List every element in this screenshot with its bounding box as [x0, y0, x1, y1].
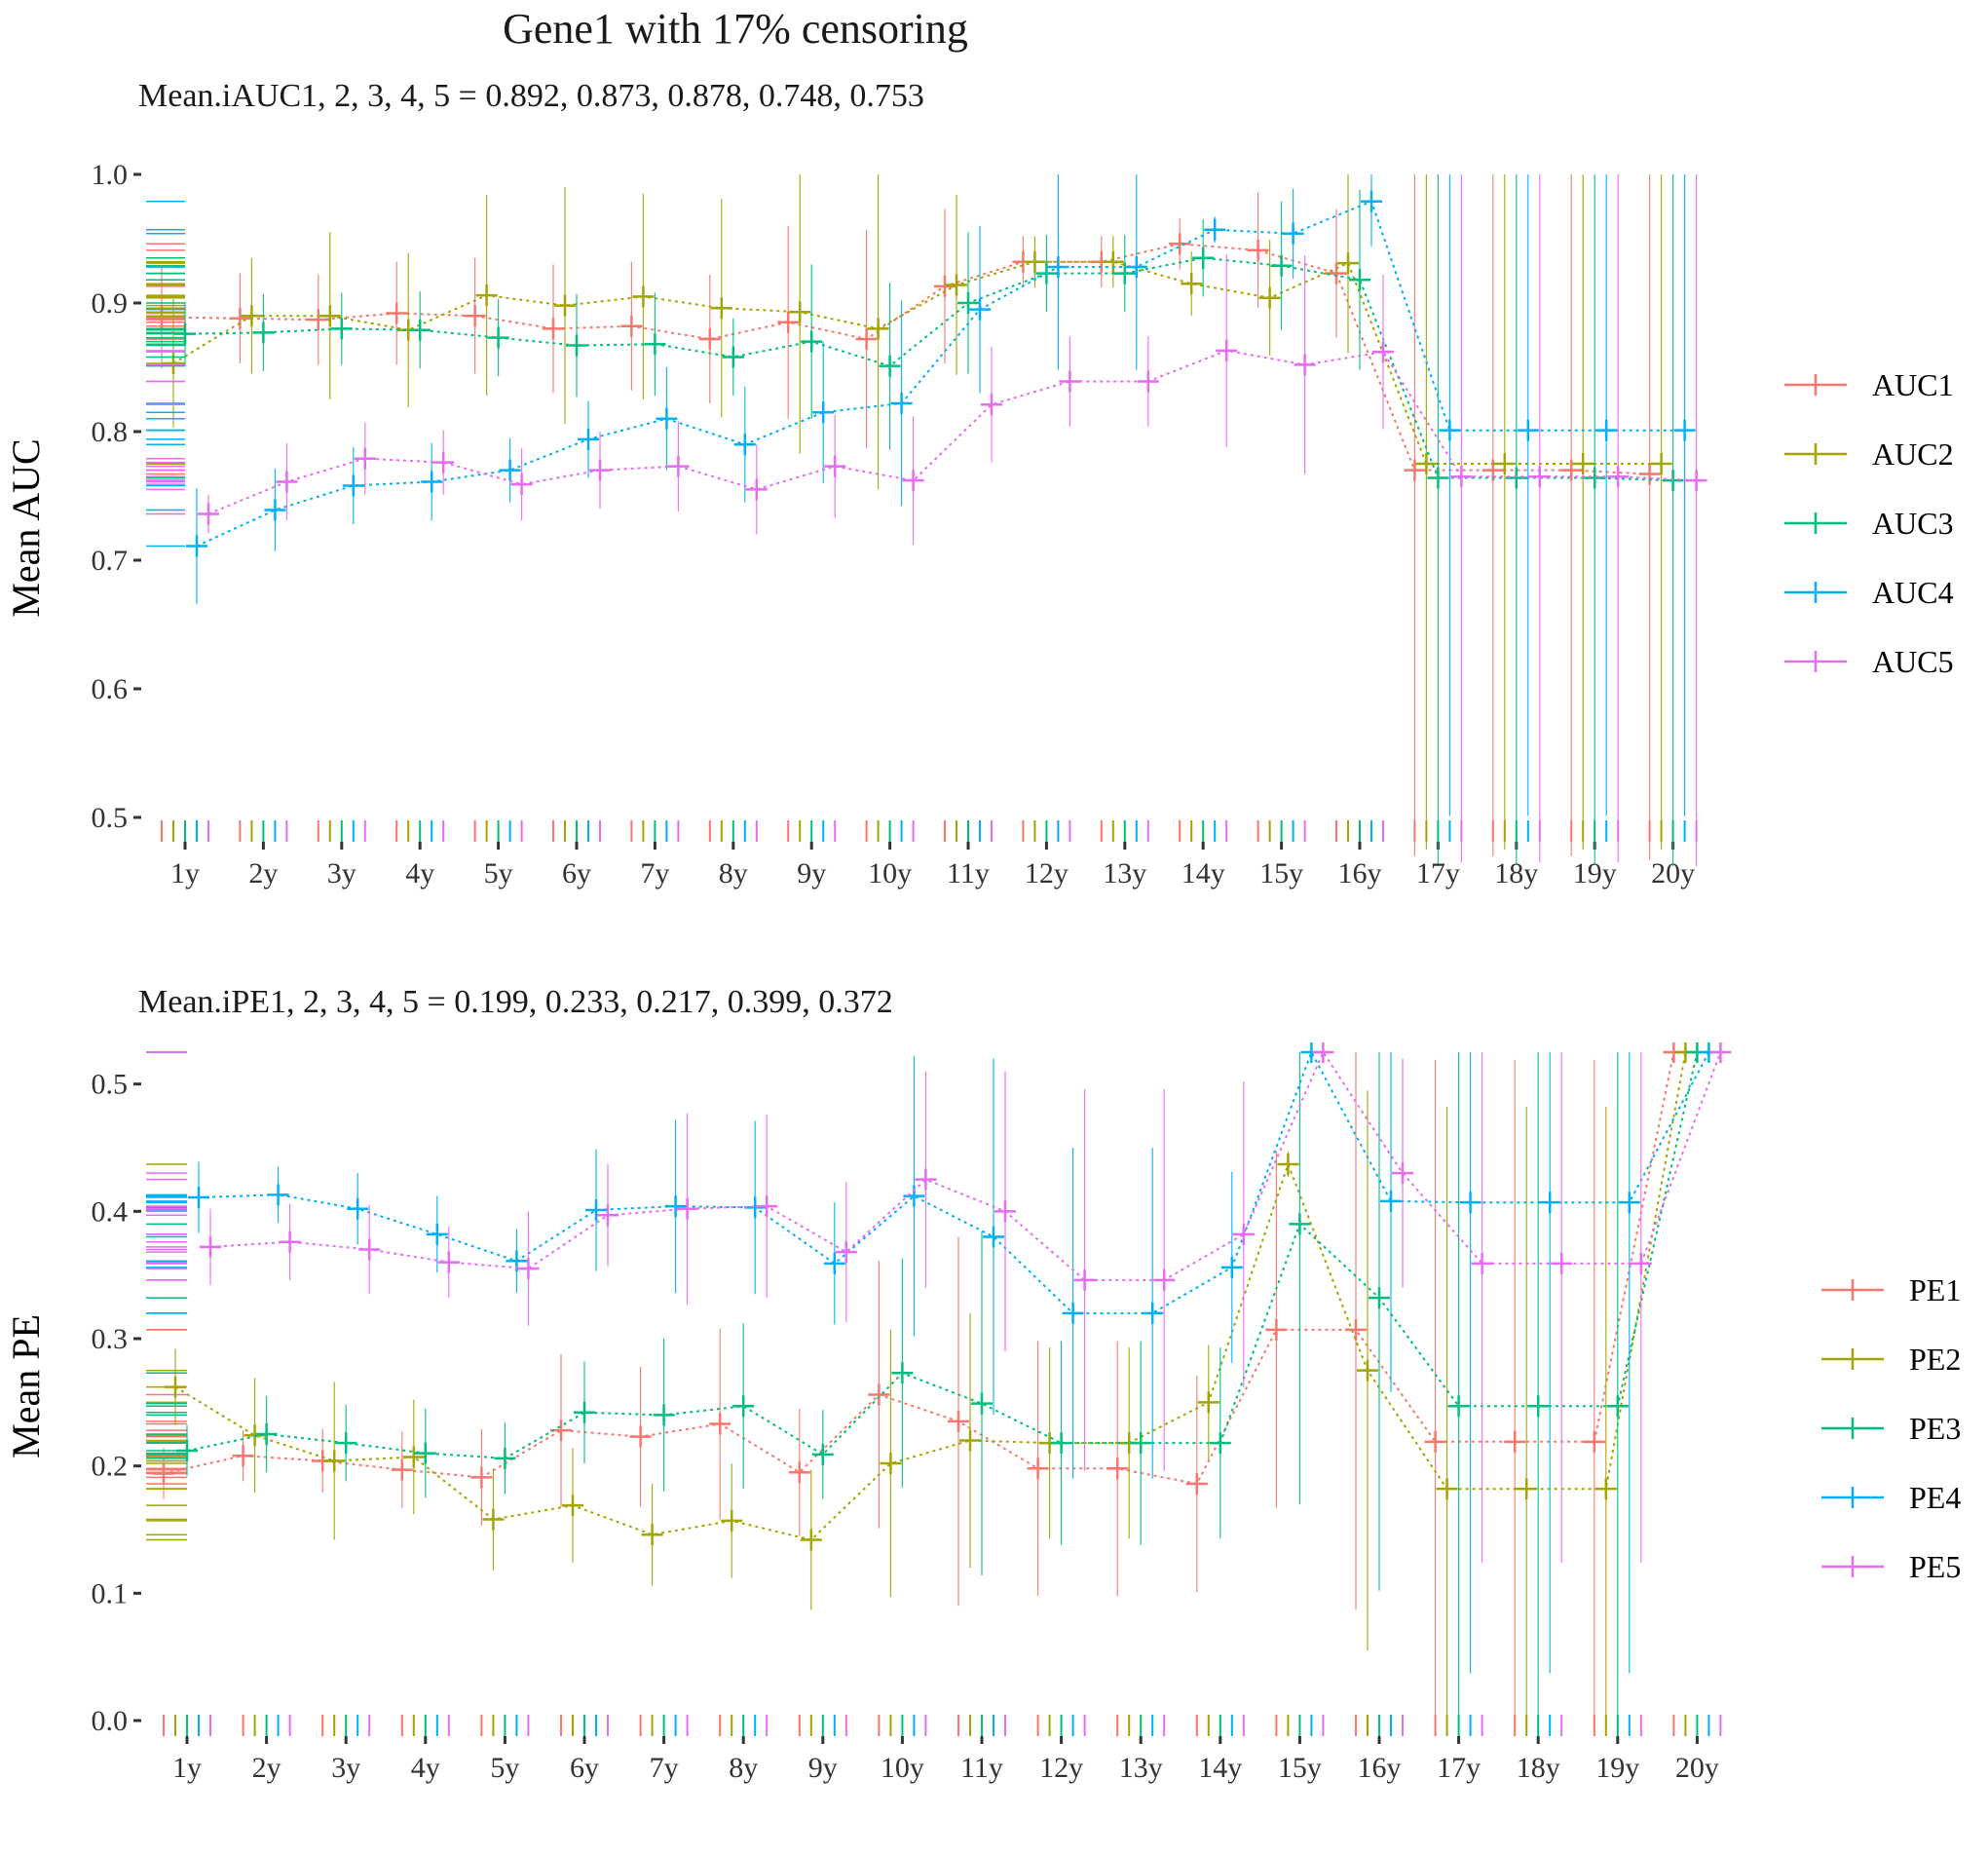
auc-xtick-label: 3y [327, 857, 356, 890]
auc-xtick-label: 11y [947, 857, 990, 890]
auc-auc3-line [184, 256, 1673, 482]
pe-ytick-label: 0.1 [92, 1577, 129, 1609]
pe-series-pe1 [146, 1042, 1685, 1736]
auc-xtick-label: 16y [1338, 857, 1382, 890]
auc-legend-label: AUC3 [1872, 506, 1954, 541]
pe-xtick-label: 19y [1595, 1752, 1639, 1784]
auc-xtick-label: 4y [405, 857, 434, 890]
pe-xtick-label: 9y [808, 1752, 838, 1784]
auc-xtick-label: 8y [719, 857, 748, 890]
pe-ytick-label: 0.4 [92, 1195, 129, 1228]
pe-pe3-line [186, 1051, 1699, 1459]
pe-series-pe3 [146, 1042, 1708, 1736]
pe-xtick-label: 13y [1119, 1752, 1163, 1784]
pe-legend-label: PE4 [1909, 1480, 1961, 1515]
auc-xtick-label: 9y [797, 857, 826, 890]
auc-ytick-label: 0.7 [92, 545, 129, 577]
auc-xtick-label: 12y [1025, 857, 1069, 890]
auc-xtick-label: 1y [170, 857, 200, 890]
pe-xtick-label: 1y [172, 1752, 202, 1784]
auc-xtick-label: 14y [1182, 857, 1225, 890]
auc-ytick-label: 1.0 [92, 159, 129, 191]
auc-auc4-line [196, 200, 1685, 548]
pe-xtick-label: 15y [1278, 1752, 1322, 1784]
auc-auc2-line [172, 260, 1662, 465]
chart-title: Gene1 with 17% censoring [503, 5, 968, 53]
pe-xtick-label: 4y [411, 1752, 440, 1784]
pe-panel: 0.0 0.1 0.2 0.3 0.4 0.5 Mean PE 1y 2y 3y 4y 5y 6y 7y 8… [4, 1042, 1961, 1784]
auc-legend-label: AUC1 [1872, 367, 1954, 402]
auc-auc1-line [161, 243, 1650, 475]
auc-xtick-label: 10y [868, 857, 912, 890]
pe-pe2-line [174, 1051, 1687, 1541]
pe-ytick-label: 0.3 [92, 1323, 129, 1355]
pe-xtick-label: 6y [570, 1752, 599, 1784]
pe-xtick-label: 10y [881, 1752, 924, 1784]
auc-subtitle: Mean.iAUC1, 2, 3, 4, 5 = 0.892, 0.873, 0… [138, 78, 924, 114]
auc-ytick-label: 0.9 [92, 287, 129, 320]
pe-ytick-label: 0.5 [92, 1069, 129, 1101]
auc-series-auc1 [146, 174, 1661, 860]
auc-xtick-label: 7y [640, 857, 669, 890]
pe-xtick-label: 11y [960, 1752, 1003, 1784]
pe-xtick-label: 14y [1198, 1752, 1242, 1784]
auc-series-auc5 [146, 174, 1707, 867]
pe-xtick-label: 17y [1437, 1752, 1481, 1784]
pe-subtitle: Mean.iPE1, 2, 3, 4, 5 = 0.199, 0.233, 0.… [138, 984, 893, 1020]
pe-pe1-line [163, 1051, 1675, 1486]
auc-xtick-label: 2y [248, 857, 278, 890]
auc-legend-label: AUC5 [1872, 644, 1954, 679]
auc-ylabel: Mean AUC [4, 438, 48, 617]
pe-xtick-label: 5y [490, 1752, 519, 1784]
pe-series-pe5 [146, 1042, 1732, 1736]
pe-xtick-label: 7y [650, 1752, 679, 1784]
auc-ytick-label: 0.5 [92, 802, 129, 834]
auc-xtick-label: 5y [484, 857, 513, 890]
pe-ylabel: Mean PE [4, 1314, 48, 1458]
pe-legend-label: PE1 [1909, 1272, 1961, 1307]
auc-panel: 0.5 0.6 0.7 0.8 0.9 1.0 Mean AUC 1y 2y 3y 4y 5y 6y 7y… [4, 159, 1954, 890]
pe-series-pe4 [146, 1042, 1720, 1736]
auc-series-auc4 [146, 174, 1696, 842]
pe-xtick-label: 18y [1517, 1752, 1560, 1784]
auc-ytick-label: 0.8 [92, 416, 129, 448]
pe-legend-label: PE3 [1909, 1411, 1961, 1446]
auc-xtick-label: 15y [1259, 857, 1303, 890]
pe-legend-label: PE2 [1909, 1342, 1961, 1377]
auc-legend-label: AUC4 [1872, 575, 1954, 610]
pe-xtick-label: 2y [252, 1752, 281, 1784]
auc-ytick-label: 0.6 [92, 673, 129, 705]
auc-series-auc3 [146, 174, 1684, 867]
auc-series-auc2 [146, 174, 1672, 850]
pe-xtick-label: 12y [1039, 1752, 1083, 1784]
pe-pe4-line [198, 1049, 1710, 1314]
pe-pe5-line [209, 1049, 1722, 1281]
pe-ytick-label: 0.2 [92, 1451, 129, 1483]
pe-ytick-label: 0.0 [92, 1705, 129, 1737]
pe-xtick-label: 8y [729, 1752, 758, 1784]
auc-legend-label: AUC2 [1872, 436, 1954, 472]
pe-legend-label: PE5 [1909, 1549, 1961, 1584]
pe-xtick-label: 16y [1358, 1752, 1402, 1784]
pe-series-pe2 [146, 1042, 1697, 1736]
pe-xtick-label: 20y [1675, 1752, 1719, 1784]
auc-xtick-label: 13y [1103, 857, 1146, 890]
pe-xtick-label: 3y [331, 1752, 360, 1784]
auc-xtick-label: 6y [562, 857, 591, 890]
